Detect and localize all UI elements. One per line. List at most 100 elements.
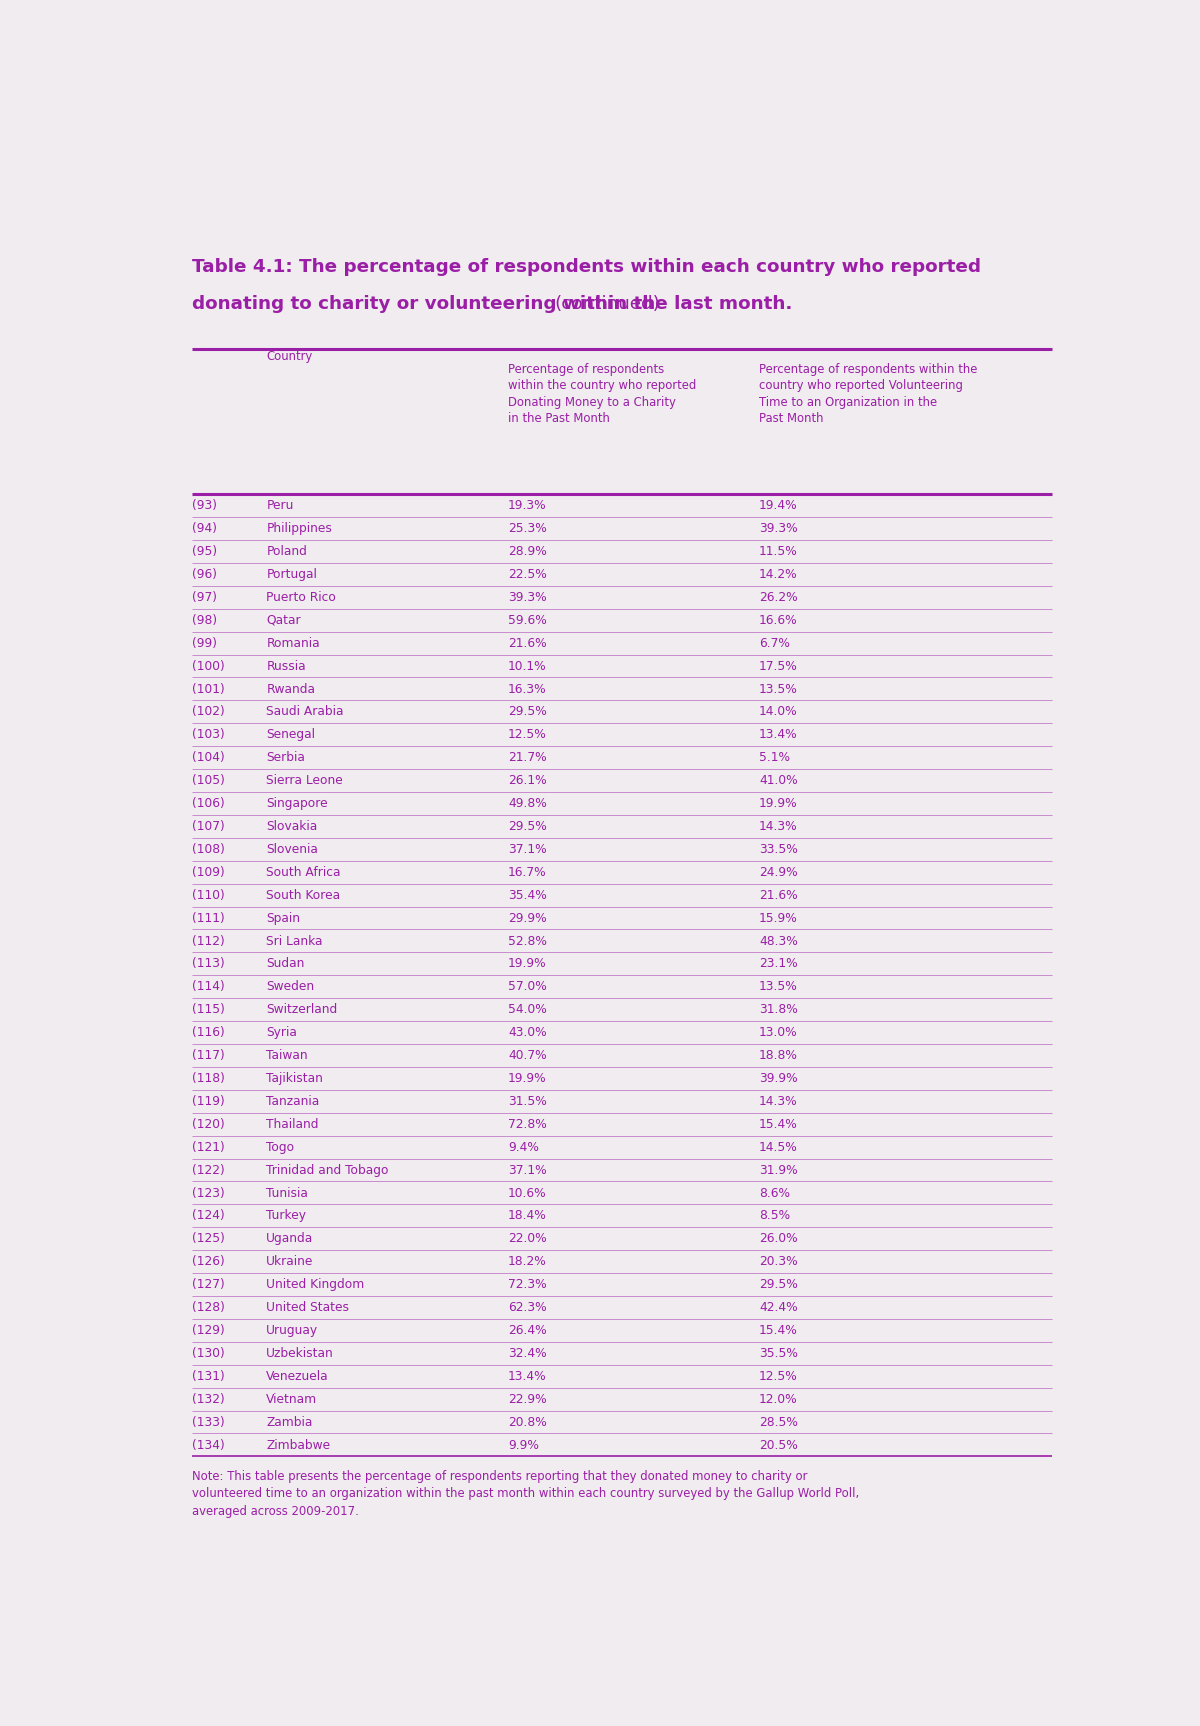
Text: 15.4%: 15.4% <box>760 1324 798 1338</box>
Text: (94): (94) <box>192 523 217 535</box>
Text: Poland: Poland <box>266 545 307 557</box>
Text: Togo: Togo <box>266 1141 294 1153</box>
Text: Slovakia: Slovakia <box>266 820 318 834</box>
Text: 14.2%: 14.2% <box>760 568 798 582</box>
Text: 26.0%: 26.0% <box>760 1232 798 1246</box>
Text: (101): (101) <box>192 682 224 696</box>
Text: 12.0%: 12.0% <box>760 1393 798 1405</box>
Text: 10.1%: 10.1% <box>508 659 547 673</box>
Text: (96): (96) <box>192 568 217 582</box>
Text: (117): (117) <box>192 1049 224 1061</box>
Text: (110): (110) <box>192 889 224 901</box>
Text: 14.5%: 14.5% <box>760 1141 798 1153</box>
Text: 21.6%: 21.6% <box>508 637 547 649</box>
Text: Country: Country <box>266 350 312 362</box>
Text: (109): (109) <box>192 866 224 879</box>
Text: (130): (130) <box>192 1346 224 1360</box>
Text: Uzbekistan: Uzbekistan <box>266 1346 334 1360</box>
Text: (115): (115) <box>192 1003 224 1017</box>
Text: (98): (98) <box>192 614 217 627</box>
Text: 41.0%: 41.0% <box>760 775 798 787</box>
Text: (132): (132) <box>192 1393 224 1405</box>
Text: Russia: Russia <box>266 659 306 673</box>
Text: (107): (107) <box>192 820 224 834</box>
Text: 42.4%: 42.4% <box>760 1301 798 1313</box>
Text: Sudan: Sudan <box>266 958 305 970</box>
Text: (112): (112) <box>192 934 224 948</box>
Text: Percentage of respondents
within the country who reported
Donating Money to a Ch: Percentage of respondents within the cou… <box>508 362 696 425</box>
Text: Trinidad and Tobago: Trinidad and Tobago <box>266 1163 389 1177</box>
Text: 19.9%: 19.9% <box>508 958 547 970</box>
Text: (97): (97) <box>192 590 217 604</box>
Text: Sweden: Sweden <box>266 980 314 994</box>
Text: Singapore: Singapore <box>266 797 328 809</box>
Text: 16.3%: 16.3% <box>508 682 547 696</box>
Text: Table 4.1: The percentage of respondents within each country who reported: Table 4.1: The percentage of respondents… <box>192 257 980 276</box>
Text: Syria: Syria <box>266 1027 298 1039</box>
Text: 57.0%: 57.0% <box>508 980 547 994</box>
Text: 9.9%: 9.9% <box>508 1438 539 1452</box>
Text: 21.6%: 21.6% <box>760 889 798 901</box>
Text: 14.3%: 14.3% <box>760 820 798 834</box>
Text: 26.2%: 26.2% <box>760 590 798 604</box>
Text: 20.5%: 20.5% <box>760 1438 798 1452</box>
Text: 12.5%: 12.5% <box>760 1370 798 1383</box>
Text: Rwanda: Rwanda <box>266 682 316 696</box>
Text: South Korea: South Korea <box>266 889 341 901</box>
Text: 15.9%: 15.9% <box>760 911 798 925</box>
Text: 21.7%: 21.7% <box>508 751 547 765</box>
Text: (105): (105) <box>192 775 224 787</box>
Text: 72.3%: 72.3% <box>508 1279 547 1291</box>
Text: (continued): (continued) <box>554 295 660 312</box>
Text: (100): (100) <box>192 659 224 673</box>
Text: (119): (119) <box>192 1094 224 1108</box>
Text: Spain: Spain <box>266 911 300 925</box>
Text: (134): (134) <box>192 1438 224 1452</box>
Text: 43.0%: 43.0% <box>508 1027 547 1039</box>
Text: Portugal: Portugal <box>266 568 317 582</box>
Text: 62.3%: 62.3% <box>508 1301 547 1313</box>
Text: 12.5%: 12.5% <box>508 728 547 742</box>
Text: 22.0%: 22.0% <box>508 1232 547 1246</box>
Text: 40.7%: 40.7% <box>508 1049 547 1061</box>
Text: (108): (108) <box>192 842 224 856</box>
Text: Saudi Arabia: Saudi Arabia <box>266 706 343 718</box>
Text: (133): (133) <box>192 1415 224 1429</box>
Text: 22.5%: 22.5% <box>508 568 547 582</box>
Text: United Kingdom: United Kingdom <box>266 1279 365 1291</box>
Text: (122): (122) <box>192 1163 224 1177</box>
Text: 19.9%: 19.9% <box>760 797 798 809</box>
Text: Venezuela: Venezuela <box>266 1370 329 1383</box>
Text: (114): (114) <box>192 980 224 994</box>
Text: 31.5%: 31.5% <box>508 1094 547 1108</box>
Text: Senegal: Senegal <box>266 728 316 742</box>
Text: 33.5%: 33.5% <box>760 842 798 856</box>
Text: 23.1%: 23.1% <box>760 958 798 970</box>
Text: Note: This table presents the percentage of respondents reporting that they dona: Note: This table presents the percentage… <box>192 1471 859 1517</box>
Text: 25.3%: 25.3% <box>508 523 547 535</box>
Text: (127): (127) <box>192 1279 224 1291</box>
Text: 59.6%: 59.6% <box>508 614 547 627</box>
Text: Slovenia: Slovenia <box>266 842 318 856</box>
Text: (129): (129) <box>192 1324 224 1338</box>
Text: (128): (128) <box>192 1301 224 1313</box>
Text: (123): (123) <box>192 1186 224 1200</box>
Text: 13.5%: 13.5% <box>760 682 798 696</box>
Text: 31.9%: 31.9% <box>760 1163 798 1177</box>
Text: 19.9%: 19.9% <box>508 1072 547 1086</box>
Text: Romania: Romania <box>266 637 320 649</box>
Text: 28.5%: 28.5% <box>760 1415 798 1429</box>
Text: 39.3%: 39.3% <box>508 590 547 604</box>
Text: Tajikistan: Tajikistan <box>266 1072 323 1086</box>
Text: 8.5%: 8.5% <box>760 1210 791 1222</box>
Text: 22.9%: 22.9% <box>508 1393 547 1405</box>
Text: (120): (120) <box>192 1118 224 1131</box>
Text: 31.8%: 31.8% <box>760 1003 798 1017</box>
Text: 13.4%: 13.4% <box>760 728 798 742</box>
Text: (118): (118) <box>192 1072 224 1086</box>
Text: 16.7%: 16.7% <box>508 866 547 879</box>
Text: Puerto Rico: Puerto Rico <box>266 590 336 604</box>
Text: Sri Lanka: Sri Lanka <box>266 934 323 948</box>
Text: Switzerland: Switzerland <box>266 1003 337 1017</box>
Text: Uganda: Uganda <box>266 1232 313 1246</box>
